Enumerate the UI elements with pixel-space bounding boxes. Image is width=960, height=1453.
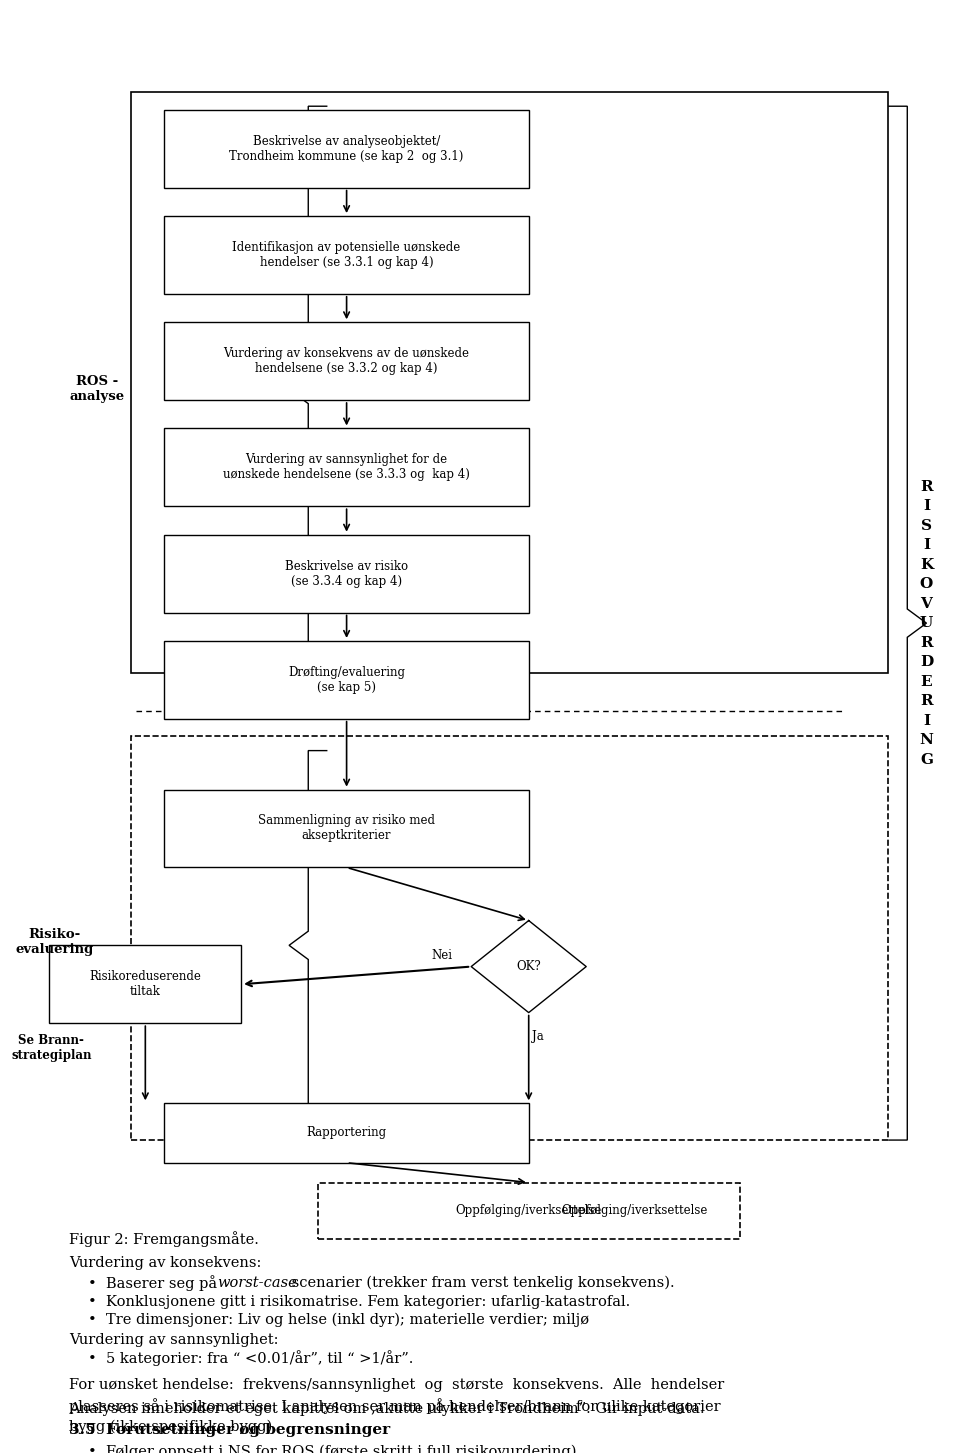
FancyBboxPatch shape (164, 323, 529, 400)
FancyBboxPatch shape (50, 946, 241, 1023)
Text: Risikoreduserende
tiltak: Risikoreduserende tiltak (89, 971, 202, 998)
Text: Analysen inneholder et eget kapittel om ‚akutte ulykker i Trondheim”. Gir input-: Analysen inneholder et eget kapittel om … (69, 1402, 705, 1417)
Text: Vurdering av konsekvens:: Vurdering av konsekvens: (69, 1257, 261, 1270)
Polygon shape (471, 921, 587, 1013)
Text: Drøfting/evaluering
(se kap 5): Drøfting/evaluering (se kap 5) (288, 665, 405, 693)
Text: Sammenligning av risiko med
akseptkriterier: Sammenligning av risiko med akseptkriter… (258, 815, 435, 843)
Text: Oppfølging/iverksettelse: Oppfølging/iverksettelse (561, 1205, 708, 1218)
Text: Beskrivelse av analyseobjektet/
Trondheim kommune (se kap 2  og 3.1): Beskrivelse av analyseobjektet/ Trondhei… (229, 135, 464, 163)
Text: Vurdering av sannsynlighet:: Vurdering av sannsynlighet: (69, 1332, 278, 1347)
Text: •  Konklusjonene gitt i risikomatrise. Fem kategorier: ufarlig-katastrofal.: • Konklusjonene gitt i risikomatrise. Fe… (87, 1295, 630, 1309)
Text: R
I
S
I
K
O
V
U
R
D
E
R
I
N
G: R I S I K O V U R D E R I N G (920, 479, 933, 767)
FancyBboxPatch shape (164, 429, 529, 506)
Text: Vurdering av sannsynlighet for de
uønskede hendelsene (se 3.3.3 og  kap 4): Vurdering av sannsynlighet for de uønske… (223, 453, 470, 481)
Text: 3.5  Forutsetninger og begrensninger: 3.5 Forutsetninger og begrensninger (69, 1424, 390, 1437)
FancyBboxPatch shape (318, 1183, 739, 1239)
Text: scenarier (trekker fram verst tenkelig konsekvens).: scenarier (trekker fram verst tenkelig k… (287, 1276, 675, 1290)
Text: Risiko-
evaluering: Risiko- evaluering (15, 928, 93, 956)
Text: Beskrivelse av risiko
(se 3.3.4 og kap 4): Beskrivelse av risiko (se 3.3.4 og kap 4… (285, 559, 408, 587)
Text: •  Følger oppsett i NS for ROS (første skritt i full risikovurdering).: • Følger oppsett i NS for ROS (første sk… (87, 1444, 581, 1453)
Text: Oppfølging/iverksettelse: Oppfølging/iverksettelse (455, 1205, 602, 1218)
FancyBboxPatch shape (164, 110, 529, 187)
Text: worst-case: worst-case (217, 1276, 297, 1290)
Text: Figur 2: Fremgangsmåte.: Figur 2: Fremgangsmåte. (69, 1231, 258, 1247)
FancyBboxPatch shape (164, 216, 529, 294)
Text: OK?: OK? (516, 960, 541, 974)
FancyBboxPatch shape (164, 1103, 529, 1162)
Text: •  Baserer seg på: • Baserer seg på (87, 1276, 222, 1292)
Text: For uønsket hendelse:  frekvens/sannsynlighet  og  største  konsekvens.  Alle  h: For uønsket hendelse: frekvens/sannsynli… (69, 1377, 724, 1434)
Text: Identifikasjon av potensielle uønskede
hendelser (se 3.3.1 og kap 4): Identifikasjon av potensielle uønskede h… (232, 241, 461, 269)
Text: Rapportering: Rapportering (306, 1126, 387, 1139)
Text: Ja: Ja (533, 1030, 544, 1043)
FancyBboxPatch shape (164, 641, 529, 719)
Text: •  Tre dimensjoner: Liv og helse (inkl dyr); materielle verdier; miljø: • Tre dimensjoner: Liv og helse (inkl dy… (87, 1312, 588, 1327)
Text: Se Brann-
strategiplan: Se Brann- strategiplan (12, 1035, 91, 1062)
Text: ROS -
analyse: ROS - analyse (70, 375, 125, 404)
Text: Vurdering av konsekvens av de uønskede
hendelsene (se 3.3.2 og kap 4): Vurdering av konsekvens av de uønskede h… (224, 347, 469, 375)
FancyBboxPatch shape (164, 789, 529, 867)
Text: Nei: Nei (431, 949, 452, 962)
Text: •  5 kategorier: fra “ <0.01/år”, til “ >1/år”.: • 5 kategorier: fra “ <0.01/år”, til “ >… (87, 1350, 413, 1366)
FancyBboxPatch shape (164, 535, 529, 613)
